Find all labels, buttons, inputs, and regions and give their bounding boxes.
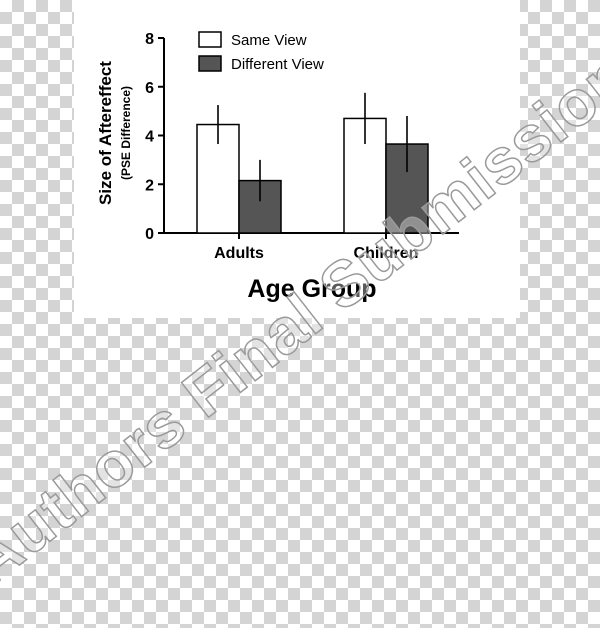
legend-label: Different View: [231, 56, 324, 73]
x-tick-label: Children: [354, 245, 419, 262]
y-tick-label: 0: [145, 226, 154, 243]
bar-chart: 0 2 4 6 8 Adults Children Same View Different V…: [96, 31, 459, 303]
y-tick-label: 6: [145, 80, 154, 97]
legend-swatch-different-view: [198, 55, 222, 72]
y-axis-title: Size of Aftereffect: [96, 61, 115, 205]
y-tick-label: 2: [145, 177, 154, 194]
legend-swatch-same-view: [198, 31, 222, 48]
y-axis-subtitle: (PSE Difference): [119, 86, 133, 180]
x-tick-label: Adults: [214, 245, 264, 262]
y-tick-label: 8: [145, 31, 154, 48]
x-axis-title: Age Group: [247, 275, 376, 303]
figure-panel: 0 2 4 6 8 Adults Children Same View Different V…: [74, 0, 520, 318]
legend-label: Same View: [231, 32, 307, 49]
y-tick-label: 4: [145, 129, 154, 146]
